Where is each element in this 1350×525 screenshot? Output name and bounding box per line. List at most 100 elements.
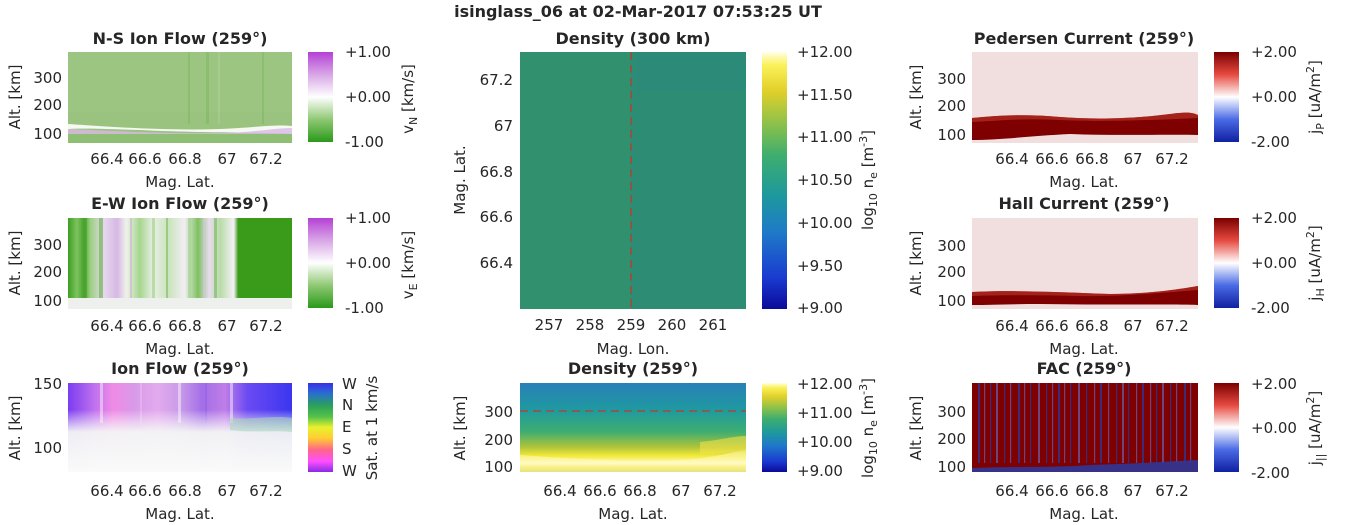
density-259-ytick: 200 xyxy=(484,431,513,449)
fac-stripe xyxy=(1108,383,1110,463)
fac-stripe xyxy=(1116,383,1118,463)
density-300km-panel: Density (300 km) 67.2 67 66.8 66.6 66.4 … xyxy=(451,29,880,358)
pedersen-xtick: 67 xyxy=(1123,150,1142,168)
ns-cb-tick: +0.00 xyxy=(345,88,391,106)
density-259-xlabel: Mag. Lat. xyxy=(598,505,667,523)
fac-title: FAC (259°) xyxy=(1037,359,1132,378)
ew-xtick: 66.4 xyxy=(90,317,123,335)
fac-stripe xyxy=(1030,383,1032,463)
pedersen-cb-tick: +2.00 xyxy=(1251,43,1297,61)
fac-stripe xyxy=(1142,383,1144,463)
hall-cb-tick: -2.00 xyxy=(1251,299,1290,317)
density-300km-title: Density (300 km) xyxy=(555,29,710,48)
fac-xtick: 66.6 xyxy=(1035,482,1068,500)
fac-stripe xyxy=(1150,383,1152,463)
fac-stripe xyxy=(1038,383,1040,463)
fac-ytick: 100 xyxy=(937,458,966,476)
density-300km-cb-tick: +12.00 xyxy=(797,43,853,61)
ns-heatmap-lower-band xyxy=(68,134,292,143)
pedersen-heatmap-red-edge xyxy=(972,112,1198,122)
density-300km-cb-tick: +11.00 xyxy=(797,128,853,146)
hall-xtick: 66.8 xyxy=(1075,317,1108,335)
fac-stripe xyxy=(1170,383,1172,463)
fac-ylabel: Alt. [km] xyxy=(907,396,925,461)
ion-flow-ylabel: Alt. [km] xyxy=(6,396,24,461)
density-259-bright-band xyxy=(520,450,746,472)
ew-ion-flow-title: E-W Ion Flow (259°) xyxy=(91,194,269,213)
ns-heatmap-purple-band xyxy=(68,128,292,135)
pedersen-current-title: Pedersen Current (259°) xyxy=(974,29,1195,48)
ns-cb-tick: +1.00 xyxy=(345,43,391,61)
density-259-xtick: 67 xyxy=(671,482,690,500)
ns-colorbar xyxy=(308,52,333,142)
hall-ytick: 300 xyxy=(937,237,966,255)
fac-heatmap-background xyxy=(972,383,1198,472)
pedersen-xtick: 67.2 xyxy=(1155,150,1188,168)
density-259-xtick: 67.2 xyxy=(703,482,736,500)
hall-xtick: 66.4 xyxy=(995,317,1028,335)
density-300km-colorbar xyxy=(762,52,787,309)
hall-cb-label: jH [uA/m2] xyxy=(1304,225,1327,301)
fac-heatmap-stripes xyxy=(978,383,1192,463)
ns-cb-tick: -1.00 xyxy=(345,133,384,151)
fac-stripe xyxy=(1122,383,1124,463)
fac-xtick: 67.2 xyxy=(1155,482,1188,500)
ns-ytick: 200 xyxy=(33,96,62,114)
pedersen-cb-label: jP [uA/m2] xyxy=(1304,60,1327,135)
density-259-ytick: 300 xyxy=(484,403,513,421)
density-300km-xtick: 257 xyxy=(535,316,564,334)
ew-xtick: 67 xyxy=(217,317,236,335)
hall-xtick: 67 xyxy=(1123,317,1142,335)
ns-xtick: 67.2 xyxy=(249,150,282,168)
ion-flow-ytick: 100 xyxy=(33,439,62,457)
pedersen-cb-tick: -2.00 xyxy=(1251,133,1290,151)
density-259-xtick: 66.6 xyxy=(583,482,616,500)
ion-flow-cb-label: Sat. at 1 km/s xyxy=(363,376,381,481)
density-300km-ylabel: Mag. Lat. xyxy=(451,145,469,214)
pedersen-current-panel: Pedersen Current (259°) 300 200 100 Alt.… xyxy=(907,29,1327,191)
hall-xlabel: Mag. Lat. xyxy=(1049,340,1118,358)
fac-xtick: 66.8 xyxy=(1075,482,1108,500)
density-300km-cb-tick: +11.50 xyxy=(797,86,853,104)
hall-ytick: 200 xyxy=(937,263,966,281)
fac-cb-tick: +0.00 xyxy=(1251,419,1297,437)
ew-cb-tick: +0.00 xyxy=(345,254,391,272)
ns-ytick: 100 xyxy=(33,125,62,143)
hall-heatmap-red-edge xyxy=(972,286,1198,297)
ion-flow-cb-tick: W xyxy=(342,462,357,480)
density-259-ytick: 100 xyxy=(484,458,513,476)
ew-ion-flow-panel: E-W Ion Flow (259°) 300 200 100 Alt. [km… xyxy=(6,194,420,358)
fac-stripe xyxy=(1004,383,1006,463)
fac-stripe xyxy=(1046,383,1048,463)
fac-stripe xyxy=(978,383,980,463)
density-300km-heatmap-topright xyxy=(636,52,746,92)
ew-ytick: 100 xyxy=(33,292,62,310)
density-259-ylabel: Alt. [km] xyxy=(451,396,469,461)
density-300km-cb-label: log10 ne [m-3] xyxy=(857,130,880,230)
ns-ion-flow-panel: N-S Ion Flow (259°) 300 200 100 Alt. [km… xyxy=(6,29,420,191)
fac-stripe xyxy=(1018,383,1020,463)
figure-title: isinglass_06 at 02-Mar-2017 07:53:25 UT xyxy=(454,2,822,21)
ns-ylabel: Alt. [km] xyxy=(6,65,24,130)
fac-cb-tick: -2.00 xyxy=(1251,464,1290,482)
ion-flow-cb-tick: E xyxy=(342,418,351,436)
fac-stripe xyxy=(1070,383,1072,463)
pedersen-ylabel: Alt. [km] xyxy=(907,65,925,130)
hall-current-title: Hall Current (259°) xyxy=(998,194,1169,213)
fac-stripe xyxy=(1176,383,1178,463)
density-300km-cb-tick: +9.50 xyxy=(797,257,843,275)
density-259-panel: Density (259°) 300 200 100 Alt. [km] 66.… xyxy=(451,359,880,523)
hall-colorbar xyxy=(1214,218,1239,308)
ion-flow-cb-tick: N xyxy=(342,396,353,414)
fac-stripe xyxy=(1156,383,1158,463)
ew-cb-tick: +1.00 xyxy=(345,209,391,227)
density-300km-xtick: 261 xyxy=(699,316,728,334)
ns-xtick: 66.8 xyxy=(168,150,201,168)
density-259-cb-tick: +11.00 xyxy=(797,404,853,422)
fac-panel: FAC (259°) 300 200 100 Alt. [km] 66.4 66… xyxy=(907,359,1327,523)
pedersen-xtick: 66.4 xyxy=(995,150,1028,168)
ion-flow-xtick: 67 xyxy=(217,482,236,500)
density-300km-xtick: 258 xyxy=(576,316,605,334)
ew-heatmap-streaks xyxy=(84,218,217,298)
ion-flow-xtick: 66.4 xyxy=(90,482,123,500)
